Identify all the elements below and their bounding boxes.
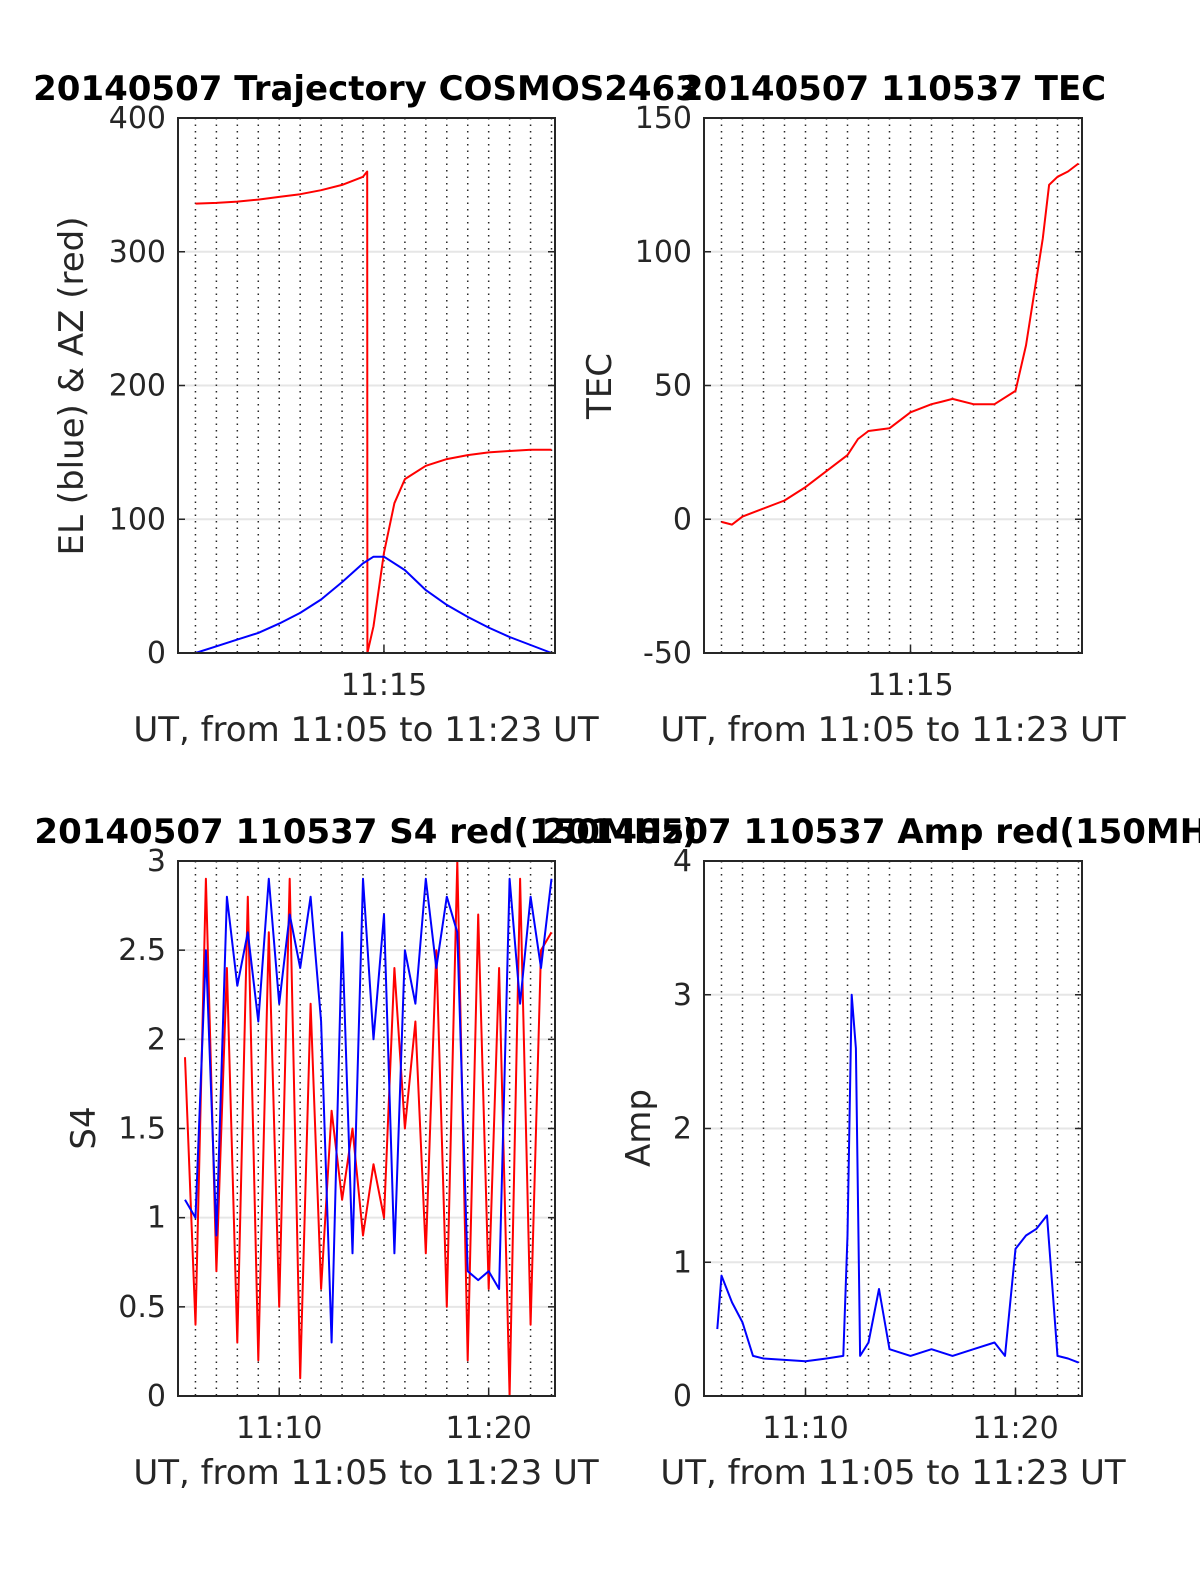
tec-y-tick-label: 100 [635,235,692,270]
amp-y-tick-label: 3 [673,978,692,1013]
trajectory-y-tick-label: 400 [109,101,166,136]
s4-axes-frame [177,860,556,1397]
tec-panel: -50 0 50 100 150 11:15 20140507 110537 TEC UT, … [580,69,1126,750]
amp-y-tick-label: 2 [673,1112,692,1147]
s4-title: 20140507 110537 S4 red(150MHz) [34,812,697,852]
tec-y-tick-label: 150 [635,101,692,136]
s4-x-tick-label: 11:10 [236,1411,322,1446]
amp-axes-frame [703,860,1083,1397]
tec-series-line-1 [721,162,1080,526]
amp-ylabel: Amp [619,1089,659,1167]
tec-xlabel: UT, from 11:05 to 11:23 UT [660,710,1126,750]
s4-panel: 0 0.5 1 1.5 2 2.5 3 11:10 11:20 20140507 110537 S… [34,812,697,1493]
amp-title: 20140507 110537 Amp red(150MHz) [542,812,1200,852]
amp-y-tick-label: 4 [673,844,692,879]
s4-y-tick-label: 3 [147,844,166,879]
s4-y-tick-label: 0 [147,1379,166,1414]
trajectory-series-az [195,170,552,654]
trajectory-panel: 0 100 200 300 400 11:15 20140507 Trajectory CO… [33,69,699,750]
trajectory-title: 20140507 Trajectory COSMOS2463 [33,69,699,109]
tec-title: 20140507 110537 TEC [680,69,1106,109]
amp-x-tick-label: 11:20 [972,1411,1058,1446]
amp-series-line-1 [716,993,1079,1364]
s4-y-tick-label: 2 [147,1022,166,1057]
s4-y-tick-label: 2.5 [118,933,166,968]
amp-y-tick-label: 0 [673,1379,692,1414]
s4-ylabel: S4 [64,1106,104,1149]
trajectory-series-el [195,555,552,654]
s4-xlabel: UT, from 11:05 to 11:23 UT [133,1453,599,1493]
trajectory-y-tick-label: 0 [147,636,166,671]
tec-y-tick-label: -50 [643,636,692,671]
amp-xlabel: UT, from 11:05 to 11:23 UT [660,1453,1126,1493]
tec-y-tick-label: 0 [673,502,692,537]
s4-series-line-1 [184,860,553,1397]
trajectory-axes-frame [177,117,556,654]
amp-y-tick-label: 1 [673,1245,692,1280]
amp-x-tick-label: 11:10 [762,1411,848,1446]
s4-y-tick-label: 1.5 [118,1112,166,1147]
s4-series-line-2 [184,877,553,1344]
trajectory-y-tick-label: 200 [109,369,166,404]
s4-y-tick-label: 0.5 [118,1290,166,1325]
trajectory-y-tick-label: 300 [109,235,166,270]
tec-y-tick-label: 50 [654,369,692,404]
tec-x-tick-label: 11:15 [867,668,953,703]
trajectory-x-tick-label: 11:15 [341,668,427,703]
s4-y-tick-label: 1 [147,1201,166,1236]
s4-x-tick-label: 11:20 [445,1411,531,1446]
tec-ylabel: TEC [580,353,620,420]
trajectory-xlabel: UT, from 11:05 to 11:23 UT [133,710,599,750]
trajectory-ylabel: EL (blue) & AZ (red) [52,216,92,555]
amp-panel: 0 1 2 3 4 11:10 11:20 20140507 110537 Amp red(1… [542,812,1200,1493]
trajectory-y-tick-label: 100 [109,502,166,537]
tec-axes-frame [703,117,1083,654]
